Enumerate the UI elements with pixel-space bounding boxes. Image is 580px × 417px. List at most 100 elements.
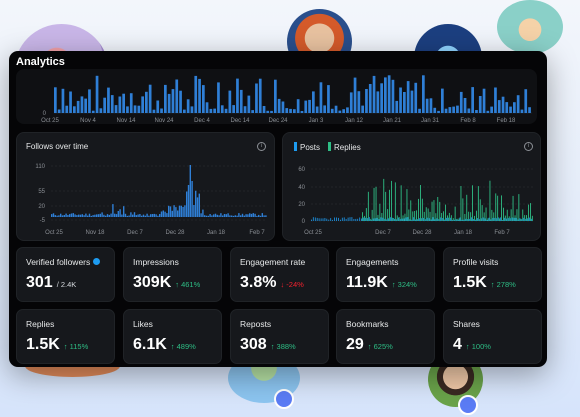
follows-bar	[180, 205, 182, 217]
y-tick-label: 110	[35, 164, 45, 170]
overview-bar	[486, 110, 490, 113]
y-tick-label: 55	[38, 189, 45, 195]
posts-bar	[513, 217, 515, 221]
posts-bar	[450, 217, 451, 221]
legend-replies[interactable]: Replies	[328, 142, 361, 152]
replies-bar	[398, 217, 400, 221]
posts-bar	[357, 218, 359, 221]
posts-bar	[492, 217, 494, 221]
stat-card[interactable]: Likes 6.1K ↑ 489%	[123, 309, 222, 364]
follows-bar	[211, 215, 213, 217]
stat-card[interactable]: Verified followers 301/ 2.4K	[16, 247, 115, 302]
replies-bar	[470, 212, 472, 221]
stat-card[interactable]: Impressions 309K ↑ 461%	[123, 247, 222, 302]
legend-posts[interactable]: Posts	[294, 142, 320, 152]
overview-bar	[73, 106, 76, 113]
x-tick-label: Feb 18	[497, 118, 516, 124]
replies-bar	[477, 186, 479, 221]
replies-bar	[412, 211, 414, 221]
follows-bar	[175, 207, 177, 217]
follows-bar	[150, 214, 152, 217]
follows-bar	[97, 214, 100, 217]
follows-bar	[58, 215, 60, 217]
overview-bar	[137, 105, 141, 113]
follows-bar	[214, 213, 217, 217]
overview-bar	[228, 90, 232, 113]
replies-bar	[385, 191, 387, 221]
follows-bar	[245, 214, 247, 217]
overview-bar	[323, 105, 326, 113]
overview-bar	[156, 100, 160, 113]
overview-bar	[312, 91, 315, 113]
posts-bar	[446, 217, 447, 221]
follows-bar	[213, 214, 215, 217]
posts-bar	[469, 218, 471, 221]
replies-bar	[375, 186, 377, 221]
overview-bar	[429, 98, 433, 113]
follows-bar	[263, 215, 265, 217]
y-tick-label: 40	[298, 185, 305, 191]
x-tick-label: Dec 28	[165, 230, 185, 236]
follows-bar	[144, 215, 146, 217]
posts-bar	[496, 218, 498, 221]
replies-bar	[414, 211, 416, 221]
avatar	[497, 0, 563, 54]
stat-card[interactable]: Profile visits 1.5K ↑ 278%	[443, 247, 542, 302]
follows-bar	[177, 210, 179, 217]
posts-bar	[457, 219, 459, 221]
stat-card[interactable]: Reposts 308 ↑ 388%	[230, 309, 329, 364]
posts-bar	[511, 217, 513, 221]
overview-bar	[505, 102, 509, 113]
posts-bar	[403, 218, 405, 221]
overview-bar	[513, 102, 516, 113]
follows-bar	[121, 214, 123, 217]
overview-bar	[410, 90, 414, 113]
stat-card[interactable]: Shares 4 ↑ 100%	[443, 309, 542, 364]
posts-bar	[471, 217, 472, 221]
follows-bar	[182, 207, 184, 217]
stat-change: ↑ 100%	[465, 342, 491, 351]
x-tick-label: Jan 21	[383, 118, 402, 124]
posts-bar	[324, 218, 326, 221]
follows-bar	[141, 215, 143, 217]
stat-label: Engagements	[346, 257, 399, 267]
stat-card[interactable]: Bookmarks 29 ↑ 625%	[336, 309, 435, 364]
replies-bar	[443, 211, 444, 221]
replies-bar	[493, 212, 495, 221]
stat-card[interactable]: Engagements 11.9K ↑ 324%	[336, 247, 435, 302]
posts-bar	[465, 218, 467, 221]
follows-bar	[94, 214, 96, 217]
overview-bar	[220, 105, 224, 113]
overview-bar	[406, 81, 410, 113]
follows-bar	[103, 214, 105, 217]
stat-value: 1.5K ↑ 278%	[453, 274, 516, 291]
posts-bar	[498, 217, 500, 221]
info-icon[interactable]: i	[257, 142, 266, 151]
posts-bar	[411, 219, 413, 221]
overview-bar	[478, 96, 482, 113]
posts-bar	[374, 218, 376, 221]
posts-bar	[478, 219, 480, 221]
replies-bar	[526, 215, 527, 221]
posts-bar	[345, 219, 347, 221]
stat-card[interactable]: Replies 1.5K ↑ 115%	[16, 309, 115, 364]
x-tick-label: Oct 25	[41, 118, 59, 124]
replies-bar	[421, 198, 423, 221]
x-tick-label: Dec 4	[194, 118, 210, 124]
overview-bar	[293, 109, 296, 113]
posts-bar	[397, 217, 399, 221]
posts-bar	[455, 219, 457, 221]
stat-value: 309K ↑ 461%	[133, 274, 201, 291]
replies-bar	[531, 215, 533, 221]
replies-bar	[383, 178, 385, 221]
info-icon[interactable]: i	[524, 142, 533, 151]
stat-card[interactable]: Engagement rate 3.8% ↓ -24%	[230, 247, 329, 302]
posts-bar	[368, 217, 370, 221]
follows-bar	[231, 215, 233, 217]
posts-bar	[372, 218, 374, 221]
stat-label: Impressions	[133, 257, 179, 267]
follows-bar	[207, 215, 209, 217]
x-tick-label: Dec 14	[230, 118, 250, 124]
follows-bar	[265, 215, 267, 217]
follows-bar	[88, 213, 91, 217]
